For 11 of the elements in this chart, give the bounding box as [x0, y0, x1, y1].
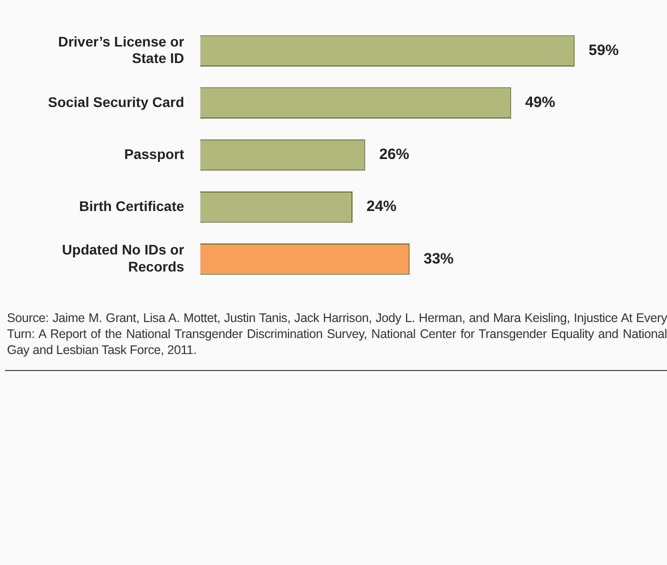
y-tick-label: Driver’s License or State ID: [58, 33, 185, 66]
data-label: 59%: [588, 42, 619, 59]
y-tick-label: Passport: [124, 146, 184, 162]
data-label: 26%: [379, 146, 410, 164]
data-label: 49%: [525, 94, 556, 112]
y-tick-label: Social Security Card: [48, 94, 184, 110]
y-tick-label: Updated No IDs or Records: [62, 242, 185, 274]
y-tick-label: Birth Certificate: [79, 198, 184, 214]
data-label: 33%: [424, 250, 454, 268]
data-label: 24%: [366, 198, 397, 216]
source-note: Source: Jaime M. Grant, Lisa A. Mottet, Justin Tanis, Jack Harrison, Jody L. Herman, and Mara Keisling, Injustice At Every Turn: A Report of the National Transgender Discrimination Survey, National Center for Transgender Equality and National Gay and Lesbian Task Force, 2011.: [7, 310, 667, 358]
